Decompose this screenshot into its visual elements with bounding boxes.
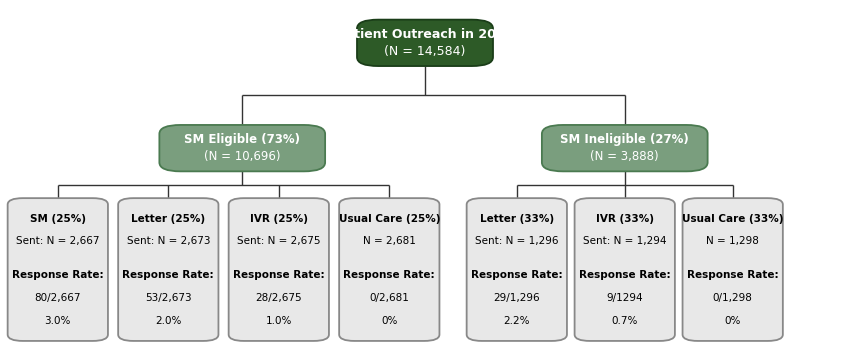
Text: 29/1,296: 29/1,296 xyxy=(494,293,540,303)
Text: 0%: 0% xyxy=(381,316,398,326)
Text: 0/2,681: 0/2,681 xyxy=(370,293,409,303)
Text: (N = 14,584): (N = 14,584) xyxy=(384,45,466,57)
FancyBboxPatch shape xyxy=(683,198,783,341)
Text: Letter (25%): Letter (25%) xyxy=(131,213,206,223)
Text: Response Rate:: Response Rate: xyxy=(343,270,435,280)
Text: Response Rate:: Response Rate: xyxy=(579,270,671,280)
Text: Patient Outreach in 2013: Patient Outreach in 2013 xyxy=(337,28,513,41)
Text: IVR (25%): IVR (25%) xyxy=(250,213,308,223)
Text: Response Rate:: Response Rate: xyxy=(471,270,563,280)
Text: Sent: N = 1,294: Sent: N = 1,294 xyxy=(583,236,666,246)
Text: Response Rate:: Response Rate: xyxy=(233,270,325,280)
FancyBboxPatch shape xyxy=(159,125,325,171)
Text: N = 1,298: N = 1,298 xyxy=(706,236,759,246)
Text: Usual Care (33%): Usual Care (33%) xyxy=(682,213,784,223)
Text: 0/1,298: 0/1,298 xyxy=(713,293,752,303)
Text: 0.7%: 0.7% xyxy=(611,316,638,326)
FancyBboxPatch shape xyxy=(339,198,439,341)
Text: (N = 10,696): (N = 10,696) xyxy=(204,150,280,163)
Text: SM Ineligible (27%): SM Ineligible (27%) xyxy=(560,134,689,146)
FancyBboxPatch shape xyxy=(229,198,329,341)
Text: Sent: N = 2,675: Sent: N = 2,675 xyxy=(237,236,320,246)
Text: Response Rate:: Response Rate: xyxy=(687,270,779,280)
Text: 2.2%: 2.2% xyxy=(503,316,530,326)
FancyBboxPatch shape xyxy=(8,198,108,341)
Text: N = 2,681: N = 2,681 xyxy=(363,236,416,246)
Text: IVR (33%): IVR (33%) xyxy=(596,213,654,223)
Text: 1.0%: 1.0% xyxy=(265,316,292,326)
Text: 53/2,673: 53/2,673 xyxy=(145,293,191,303)
Text: 0%: 0% xyxy=(724,316,741,326)
FancyBboxPatch shape xyxy=(542,125,707,171)
FancyBboxPatch shape xyxy=(467,198,567,341)
Text: Response Rate:: Response Rate: xyxy=(122,270,214,280)
Text: 2.0%: 2.0% xyxy=(155,316,182,326)
Text: 28/2,675: 28/2,675 xyxy=(256,293,302,303)
Text: 9/1294: 9/1294 xyxy=(606,293,643,303)
Text: Response Rate:: Response Rate: xyxy=(12,270,104,280)
Text: Sent: N = 2,667: Sent: N = 2,667 xyxy=(16,236,99,246)
Text: 3.0%: 3.0% xyxy=(44,316,71,326)
Text: Usual Care (25%): Usual Care (25%) xyxy=(338,213,440,223)
Text: Letter (33%): Letter (33%) xyxy=(479,213,554,223)
FancyBboxPatch shape xyxy=(575,198,675,341)
Text: SM Eligible (73%): SM Eligible (73%) xyxy=(184,134,300,146)
FancyBboxPatch shape xyxy=(357,20,493,66)
Text: Sent: N = 2,673: Sent: N = 2,673 xyxy=(127,236,210,246)
Text: Sent: N = 1,296: Sent: N = 1,296 xyxy=(475,236,558,246)
Text: (N = 3,888): (N = 3,888) xyxy=(591,150,659,163)
Text: SM (25%): SM (25%) xyxy=(30,213,86,223)
Text: 80/2,667: 80/2,667 xyxy=(35,293,81,303)
FancyBboxPatch shape xyxy=(118,198,218,341)
